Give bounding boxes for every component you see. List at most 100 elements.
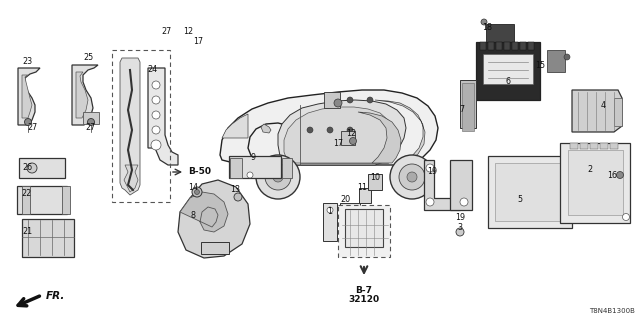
Text: 7: 7: [460, 106, 465, 115]
Circle shape: [564, 54, 570, 60]
Bar: [19, 158, 65, 178]
Polygon shape: [358, 112, 401, 163]
Polygon shape: [424, 160, 460, 210]
Bar: [341, 131, 355, 145]
Bar: [483, 54, 533, 84]
Polygon shape: [76, 72, 88, 118]
Text: 8: 8: [191, 211, 195, 220]
Text: 22: 22: [22, 188, 32, 197]
Bar: [230, 158, 242, 178]
Circle shape: [367, 97, 373, 103]
Circle shape: [152, 126, 160, 134]
Circle shape: [390, 155, 434, 199]
Bar: [282, 158, 292, 178]
Circle shape: [426, 164, 434, 172]
Text: 24: 24: [147, 66, 157, 75]
Bar: [22, 219, 74, 257]
Text: T8N4B1300B: T8N4B1300B: [589, 308, 635, 314]
Text: 9: 9: [250, 154, 255, 163]
Text: 14: 14: [188, 182, 198, 191]
Bar: [229, 156, 281, 178]
Bar: [62, 186, 70, 214]
Bar: [488, 156, 572, 228]
Text: 27: 27: [162, 28, 172, 36]
Polygon shape: [124, 165, 138, 192]
Polygon shape: [278, 100, 406, 165]
Text: FR.: FR.: [46, 291, 65, 301]
Bar: [22, 186, 30, 214]
Text: 23: 23: [22, 58, 32, 67]
Circle shape: [349, 138, 356, 145]
Text: 3: 3: [458, 223, 463, 233]
Circle shape: [407, 172, 417, 182]
Bar: [359, 188, 371, 203]
Text: 4: 4: [600, 100, 605, 109]
Bar: [560, 143, 630, 223]
Bar: [504, 42, 510, 50]
Text: B-7: B-7: [355, 286, 372, 295]
Circle shape: [347, 97, 353, 103]
Circle shape: [334, 99, 342, 107]
Bar: [495, 163, 565, 221]
Bar: [112, 50, 170, 202]
Polygon shape: [178, 180, 250, 258]
Polygon shape: [72, 65, 98, 125]
Text: 2: 2: [588, 165, 593, 174]
Polygon shape: [572, 90, 622, 132]
Bar: [496, 42, 502, 50]
Bar: [368, 174, 382, 190]
Circle shape: [564, 156, 572, 164]
Bar: [323, 203, 337, 241]
Circle shape: [88, 118, 95, 125]
Text: 27: 27: [85, 124, 95, 132]
Text: 5: 5: [517, 196, 523, 204]
Circle shape: [247, 172, 253, 178]
Text: 26: 26: [22, 163, 32, 172]
Bar: [570, 143, 578, 149]
Bar: [480, 42, 486, 50]
Text: 15: 15: [535, 60, 545, 69]
Text: 1: 1: [328, 207, 333, 217]
Bar: [614, 98, 622, 126]
Text: 21: 21: [22, 228, 32, 236]
Polygon shape: [450, 160, 472, 210]
Circle shape: [616, 172, 623, 179]
Bar: [462, 83, 474, 131]
Circle shape: [307, 127, 313, 133]
Circle shape: [273, 172, 283, 182]
Polygon shape: [284, 107, 393, 163]
Circle shape: [329, 97, 335, 103]
Text: 12: 12: [183, 28, 193, 36]
Text: 13: 13: [230, 186, 240, 195]
Text: 17: 17: [193, 37, 203, 46]
Circle shape: [460, 198, 468, 206]
Bar: [600, 143, 608, 149]
Text: 32120: 32120: [348, 295, 380, 304]
Bar: [201, 242, 229, 254]
Polygon shape: [261, 124, 271, 133]
Circle shape: [327, 207, 333, 213]
Bar: [528, 42, 534, 50]
Bar: [610, 143, 618, 149]
Polygon shape: [222, 114, 248, 138]
Text: 6: 6: [506, 77, 511, 86]
Text: 12: 12: [346, 129, 356, 138]
Bar: [488, 42, 494, 50]
Circle shape: [327, 127, 333, 133]
Bar: [338, 205, 390, 257]
Bar: [568, 150, 623, 215]
Bar: [580, 143, 588, 149]
Circle shape: [481, 19, 487, 25]
Polygon shape: [120, 58, 140, 195]
Circle shape: [234, 193, 242, 201]
Polygon shape: [180, 192, 228, 232]
Circle shape: [347, 127, 353, 133]
Polygon shape: [220, 90, 438, 165]
Bar: [324, 92, 340, 108]
Bar: [590, 143, 598, 149]
Circle shape: [265, 164, 291, 190]
Circle shape: [152, 111, 160, 119]
Polygon shape: [18, 68, 40, 125]
Polygon shape: [460, 80, 476, 128]
Bar: [345, 209, 383, 247]
